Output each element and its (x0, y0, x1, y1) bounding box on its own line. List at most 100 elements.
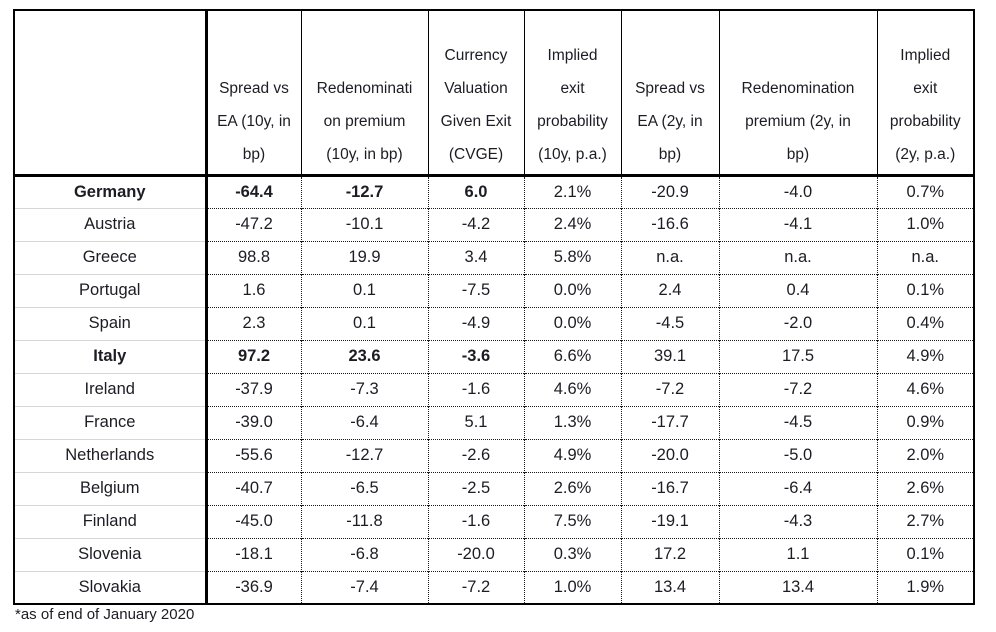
data-cell: -19.1 (620, 504, 719, 538)
data-cell: -7.4 (300, 570, 428, 604)
data-cell: 13.4 (620, 570, 719, 604)
data-cell: 1.1 (718, 537, 877, 571)
data-cell: -1.6 (427, 372, 524, 406)
data-cell: -4.5 (620, 306, 719, 340)
data-cell: -45.0 (205, 504, 301, 538)
column-header-country (14, 10, 208, 177)
data-cell: 4.6% (523, 372, 621, 406)
data-cell: 5.8% (523, 240, 621, 274)
data-cell: 2.1% (523, 175, 621, 208)
data-cell: 17.2 (620, 537, 719, 571)
data-cell: 1.9% (876, 570, 974, 604)
data-cell: 2.4% (523, 207, 621, 241)
column-header-spread-2y: Spread vs EA (2y, in bp) (620, 10, 719, 177)
data-cell: -4.5 (718, 405, 877, 439)
data-cell: 97.2 (205, 339, 301, 373)
data-cell: n.a. (718, 240, 877, 274)
data-cell: 7.5% (523, 504, 621, 538)
table-row: Slovenia -18.1 -6.8 -20.0 0.3% 17.2 1.1 0.1% (14, 537, 974, 571)
data-cell: 0.1 (300, 273, 428, 307)
row-label-country: Austria (14, 207, 208, 241)
data-cell: 2.4 (620, 273, 719, 307)
data-cell: -4.1 (718, 207, 877, 241)
data-cell: 2.6% (523, 471, 621, 505)
data-cell: -17.7 (620, 405, 719, 439)
data-cell: -4.0 (718, 175, 877, 208)
table-row: Germany -64.4 -12.7 6.0 2.1% -20.9 -4.0 0.7% (14, 175, 974, 208)
header-row: Spread vs EA (10y, in bp) Redenominati o… (14, 10, 974, 177)
data-cell: 1.0% (523, 570, 621, 604)
table-row: Portugal 1.6 0.1 -7.5 0.0% 2.4 0.4 0.1% (14, 273, 974, 307)
data-cell: -12.7 (300, 175, 428, 208)
data-cell: -47.2 (205, 207, 301, 241)
data-cell: -55.6 (205, 438, 301, 472)
row-label-country: Italy (14, 339, 208, 373)
data-cell: -5.0 (718, 438, 877, 472)
row-label-country: Slovakia (14, 570, 208, 604)
column-header-cvge: Currency Valuation Given Exit (CVGE) (427, 10, 524, 177)
data-cell: -7.2 (620, 372, 719, 406)
data-cell: 39.1 (620, 339, 719, 373)
sovereign-spreads-table: Spread vs EA (10y, in bp) Redenominati o… (13, 9, 975, 605)
table-header: Spread vs EA (10y, in bp) Redenominati o… (14, 10, 974, 177)
data-cell: -64.4 (205, 175, 301, 208)
data-cell: 5.1 (427, 405, 524, 439)
data-cell: 23.6 (300, 339, 428, 373)
data-cell: 2.0% (876, 438, 974, 472)
data-cell: 3.4 (427, 240, 524, 274)
data-cell: 0.9% (876, 405, 974, 439)
data-cell: -6.8 (300, 537, 428, 571)
table-row: Slovakia -36.9 -7.4 -7.2 1.0% 13.4 13.4 1.9% (14, 570, 974, 604)
data-cell: -7.2 (718, 372, 877, 406)
data-cell: -7.5 (427, 273, 524, 307)
data-cell: 4.6% (876, 372, 974, 406)
sovereign-spreads-table-wrap: Spread vs EA (10y, in bp) Redenominati o… (13, 9, 975, 605)
column-header-redenomination-premium-10y: Redenominati on premium (10y, in bp) (300, 10, 428, 177)
row-label-country: France (14, 405, 208, 439)
data-cell: -6.4 (718, 471, 877, 505)
data-cell: -11.8 (300, 504, 428, 538)
data-cell: 0.0% (523, 306, 621, 340)
data-cell: n.a. (620, 240, 719, 274)
data-cell: -12.7 (300, 438, 428, 472)
data-cell: -3.6 (427, 339, 524, 373)
data-cell: 6.0 (427, 175, 524, 208)
column-header-implied-exit-probability-10y: Implied exit probability (10y, p.a.) (523, 10, 621, 177)
data-cell: -4.3 (718, 504, 877, 538)
data-cell: 6.6% (523, 339, 621, 373)
data-cell: -36.9 (205, 570, 301, 604)
data-cell: 1.3% (523, 405, 621, 439)
table-row: France -39.0 -6.4 5.1 1.3% -17.7 -4.5 0.9% (14, 405, 974, 439)
data-cell: -2.6 (427, 438, 524, 472)
table-row: Belgium -40.7 -6.5 -2.5 2.6% -16.7 -6.4 2.6% (14, 471, 974, 505)
row-label-country: Finland (14, 504, 208, 538)
data-cell: -2.5 (427, 471, 524, 505)
data-cell: -20.9 (620, 175, 719, 208)
table-row: Finland -45.0 -11.8 -1.6 7.5% -19.1 -4.3 2.7% (14, 504, 974, 538)
data-cell: -10.1 (300, 207, 428, 241)
column-header-redenomination-premium-2y: Redenomination premium (2y, in bp) (718, 10, 877, 177)
table-row: Greece 98.8 19.9 3.4 5.8% n.a. n.a. n.a. (14, 240, 974, 274)
row-label-country: Ireland (14, 372, 208, 406)
data-cell: -6.4 (300, 405, 428, 439)
data-cell: 0.1% (876, 273, 974, 307)
data-cell: 0.1% (876, 537, 974, 571)
data-cell: 0.7% (876, 175, 974, 208)
data-cell: 19.9 (300, 240, 428, 274)
data-cell: 0.1 (300, 306, 428, 340)
footnote: *as of end of January 2020 (15, 606, 195, 623)
data-cell: -20.0 (620, 438, 719, 472)
data-cell: 17.5 (718, 339, 877, 373)
data-cell: 2.7% (876, 504, 974, 538)
data-cell: -16.6 (620, 207, 719, 241)
table-row: Netherlands -55.6 -12.7 -2.6 4.9% -20.0 -5.0 2.… (14, 438, 974, 472)
data-cell: -6.5 (300, 471, 428, 505)
data-cell: -4.2 (427, 207, 524, 241)
data-cell: -4.9 (427, 306, 524, 340)
data-cell: -1.6 (427, 504, 524, 538)
data-cell: -7.2 (427, 570, 524, 604)
table-row: Spain 2.3 0.1 -4.9 0.0% -4.5 -2.0 0.4% (14, 306, 974, 340)
table-row: Italy 97.2 23.6 -3.6 6.6% 39.1 17.5 4.9% (14, 339, 974, 373)
data-cell: 0.4 (718, 273, 877, 307)
